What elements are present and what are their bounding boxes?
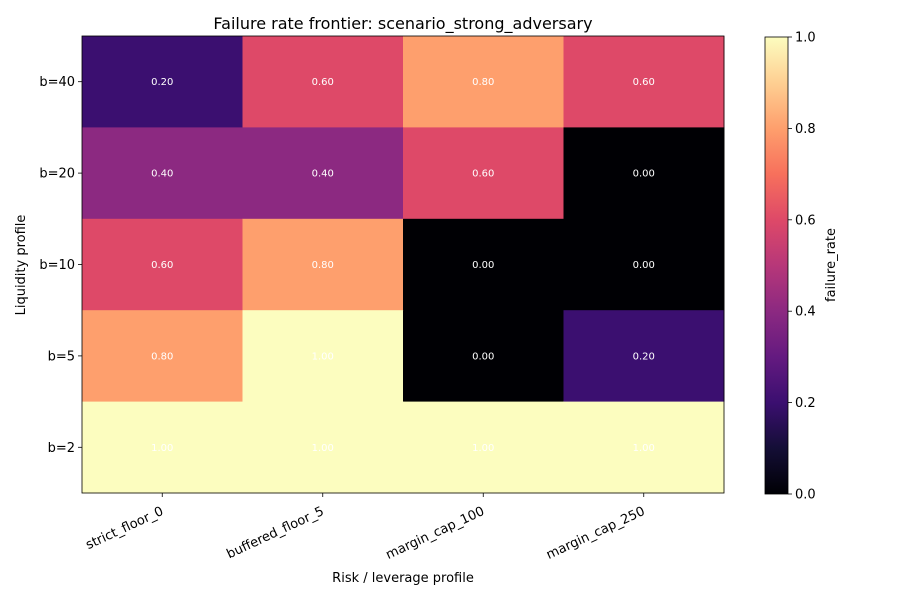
- heatmap-cell-labels: 0.20 0.60 0.80 0.60 0.40 0.40 0.60 0.00 0.60 0.80…: [151, 77, 655, 454]
- cell-value-label: 0.60: [312, 77, 334, 88]
- cell-value-label: 1.00: [633, 443, 655, 454]
- colorbar-tick-label: 0.2: [795, 396, 816, 411]
- heatmap-cell: [563, 36, 725, 128]
- chart-title: Failure rate frontier: scenario_strong_a…: [213, 14, 592, 34]
- colorbar-tick-label: 1.0: [795, 31, 816, 46]
- cell-value-label: 0.60: [151, 260, 173, 271]
- cell-value-label: 1.00: [312, 443, 334, 454]
- colorbar-gradient: [764, 36, 789, 495]
- heatmap-cell: [82, 36, 243, 128]
- heatmap-cell: [403, 218, 564, 311]
- x-tick-label: strict_floor_0: [84, 504, 166, 553]
- colorbar-tick-label: 0.4: [795, 305, 816, 320]
- heatmap-cell: [82, 127, 243, 220]
- heatmap-cells: [82, 36, 725, 494]
- colorbar: 0.0 0.2 0.4 0.6 0.8 1.0: [764, 31, 816, 503]
- cell-value-label: 0.40: [151, 169, 173, 180]
- cell-value-label: 0.80: [312, 260, 334, 271]
- heatmap-cell: [82, 218, 243, 311]
- y-tick-label: b=10: [39, 258, 75, 273]
- heatmap-cell: [563, 310, 725, 403]
- heatmap-cell: [242, 36, 404, 128]
- cell-value-label: 0.00: [633, 260, 655, 271]
- cell-value-label: 1.00: [151, 443, 173, 454]
- y-axis: b=40 b=20 b=10 b=5 b=2: [39, 75, 82, 456]
- colorbar-tick-label: 0.0: [795, 488, 816, 503]
- y-tick-label: b=20: [39, 167, 75, 182]
- cell-value-label: 0.00: [633, 169, 655, 180]
- heatmap-cell: [242, 401, 404, 494]
- heatmap-cell: [403, 127, 564, 220]
- cell-value-label: 0.80: [151, 351, 173, 362]
- heatmap-cell: [563, 401, 725, 494]
- x-axis-label: Risk / leverage profile: [332, 571, 474, 586]
- cell-value-label: 0.00: [472, 260, 494, 271]
- x-tick-label: margin_cap_250: [544, 504, 647, 563]
- cell-value-label: 0.60: [472, 169, 494, 180]
- colorbar-tick-label: 0.8: [795, 122, 816, 137]
- cell-value-label: 0.60: [633, 77, 655, 88]
- y-tick-label: b=5: [48, 349, 75, 364]
- cell-value-label: 0.80: [472, 77, 494, 88]
- y-axis-label: Liquidity profile: [14, 215, 29, 316]
- heatmap-cell: [403, 36, 564, 128]
- heatmap-cell: [242, 127, 404, 220]
- colorbar-label: failure_rate: [824, 228, 839, 302]
- heatmap-cell: [82, 401, 243, 494]
- y-tick-label: b=2: [48, 441, 75, 456]
- heatmap-cell: [242, 218, 404, 311]
- heatmap-cell: [563, 218, 725, 311]
- cell-value-label: 0.20: [633, 351, 655, 362]
- x-axis: strict_floor_0 buffered_floor_5 margin_cap…: [84, 493, 647, 563]
- heatmap-cell: [403, 310, 564, 403]
- cell-value-label: 0.40: [312, 169, 334, 180]
- heatmap-cell: [403, 401, 564, 494]
- y-tick-label: b=40: [39, 75, 75, 90]
- colorbar-tick-label: 0.6: [795, 213, 816, 228]
- cell-value-label: 0.20: [151, 77, 173, 88]
- cell-value-label: 1.00: [312, 351, 334, 362]
- x-tick-label: margin_cap_100: [384, 504, 487, 563]
- heatmap-cell: [242, 310, 404, 403]
- heatmap-cell: [563, 127, 725, 220]
- cell-value-label: 1.00: [472, 443, 494, 454]
- x-tick-label: buffered_floor_5: [225, 504, 327, 562]
- cell-value-label: 0.00: [472, 351, 494, 362]
- heatmap-cell: [82, 310, 243, 403]
